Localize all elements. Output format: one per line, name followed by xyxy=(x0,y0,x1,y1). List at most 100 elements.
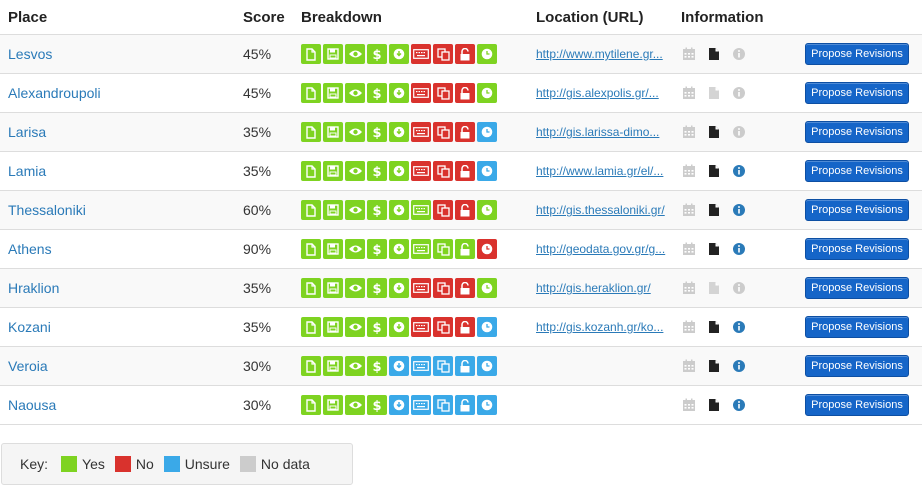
file-badge[interactable] xyxy=(301,395,321,415)
eye-badge[interactable] xyxy=(345,44,365,64)
clock-badge[interactable] xyxy=(477,44,497,64)
save-badge[interactable] xyxy=(323,200,343,220)
copy-badge[interactable] xyxy=(433,278,453,298)
download-badge[interactable] xyxy=(389,161,409,181)
eye-badge[interactable] xyxy=(345,83,365,103)
document-icon[interactable] xyxy=(706,319,722,335)
location-url-link[interactable]: http://www.mytilene.gr... xyxy=(536,47,663,61)
save-badge[interactable] xyxy=(323,122,343,142)
document-icon[interactable] xyxy=(706,241,722,257)
keyboard-badge[interactable] xyxy=(411,239,431,259)
location-url-link[interactable]: http://geodata.gov.gr/g... xyxy=(536,242,666,256)
clock-badge[interactable] xyxy=(477,317,497,337)
location-url-link[interactable]: http://gis.thessaloniki.gr/ xyxy=(536,203,665,217)
clock-badge[interactable] xyxy=(477,161,497,181)
dollar-badge[interactable]: $ xyxy=(367,83,387,103)
dollar-badge[interactable]: $ xyxy=(367,161,387,181)
place-link[interactable]: Alexandroupoli xyxy=(8,85,101,101)
keyboard-badge[interactable] xyxy=(411,278,431,298)
file-badge[interactable] xyxy=(301,239,321,259)
clock-badge[interactable] xyxy=(477,239,497,259)
download-badge[interactable] xyxy=(389,317,409,337)
place-link[interactable]: Naousa xyxy=(8,397,57,413)
clock-badge[interactable] xyxy=(477,83,497,103)
copy-badge[interactable] xyxy=(433,317,453,337)
save-badge[interactable] xyxy=(323,317,343,337)
place-link[interactable]: Kozani xyxy=(8,319,51,335)
unlock-badge[interactable] xyxy=(455,278,475,298)
dollar-badge[interactable]: $ xyxy=(367,122,387,142)
copy-badge[interactable] xyxy=(433,200,453,220)
unlock-badge[interactable] xyxy=(455,161,475,181)
eye-badge[interactable] xyxy=(345,161,365,181)
clock-badge[interactable] xyxy=(477,395,497,415)
keyboard-badge[interactable] xyxy=(411,44,431,64)
dollar-badge[interactable]: $ xyxy=(367,317,387,337)
propose-revisions-button[interactable]: Propose Revisions xyxy=(805,316,909,338)
propose-revisions-button[interactable]: Propose Revisions xyxy=(805,199,909,221)
info-icon[interactable] xyxy=(731,241,747,257)
download-badge[interactable] xyxy=(389,239,409,259)
file-badge[interactable] xyxy=(301,44,321,64)
copy-badge[interactable] xyxy=(433,44,453,64)
file-badge[interactable] xyxy=(301,83,321,103)
eye-badge[interactable] xyxy=(345,317,365,337)
document-icon[interactable] xyxy=(706,397,722,413)
keyboard-badge[interactable] xyxy=(411,200,431,220)
keyboard-badge[interactable] xyxy=(411,356,431,376)
document-icon[interactable] xyxy=(706,202,722,218)
document-icon[interactable] xyxy=(706,46,722,62)
propose-revisions-button[interactable]: Propose Revisions xyxy=(805,355,909,377)
propose-revisions-button[interactable]: Propose Revisions xyxy=(805,43,909,65)
save-badge[interactable] xyxy=(323,395,343,415)
clock-badge[interactable] xyxy=(477,356,497,376)
unlock-badge[interactable] xyxy=(455,239,475,259)
dollar-badge[interactable]: $ xyxy=(367,356,387,376)
place-link[interactable]: Veroia xyxy=(8,358,48,374)
propose-revisions-button[interactable]: Propose Revisions xyxy=(805,82,909,104)
place-link[interactable]: Lesvos xyxy=(8,46,53,62)
dollar-badge[interactable]: $ xyxy=(367,395,387,415)
location-url-link[interactable]: http://gis.larissa-dimo... xyxy=(536,125,660,139)
info-icon[interactable] xyxy=(731,202,747,218)
save-badge[interactable] xyxy=(323,239,343,259)
location-url-link[interactable]: http://www.lamia.gr/el/... xyxy=(536,164,664,178)
file-badge[interactable] xyxy=(301,317,321,337)
location-url-link[interactable]: http://gis.heraklion.gr/ xyxy=(536,281,651,295)
info-icon[interactable] xyxy=(731,358,747,374)
copy-badge[interactable] xyxy=(433,83,453,103)
dollar-badge[interactable]: $ xyxy=(367,278,387,298)
copy-badge[interactable] xyxy=(433,395,453,415)
propose-revisions-button[interactable]: Propose Revisions xyxy=(805,277,909,299)
unlock-badge[interactable] xyxy=(455,83,475,103)
copy-badge[interactable] xyxy=(433,161,453,181)
info-icon[interactable] xyxy=(731,397,747,413)
keyboard-badge[interactable] xyxy=(411,161,431,181)
clock-badge[interactable] xyxy=(477,278,497,298)
save-badge[interactable] xyxy=(323,356,343,376)
copy-badge[interactable] xyxy=(433,122,453,142)
dollar-badge[interactable]: $ xyxy=(367,200,387,220)
save-badge[interactable] xyxy=(323,83,343,103)
location-url-link[interactable]: http://gis.kozanh.gr/ko... xyxy=(536,320,664,334)
download-badge[interactable] xyxy=(389,122,409,142)
location-url-link[interactable]: http://gis.alexpolis.gr/... xyxy=(536,86,659,100)
download-badge[interactable] xyxy=(389,44,409,64)
download-badge[interactable] xyxy=(389,395,409,415)
unlock-badge[interactable] xyxy=(455,200,475,220)
eye-badge[interactable] xyxy=(345,356,365,376)
keyboard-badge[interactable] xyxy=(411,317,431,337)
info-icon[interactable] xyxy=(731,319,747,335)
save-badge[interactable] xyxy=(323,161,343,181)
info-icon[interactable] xyxy=(731,163,747,179)
file-badge[interactable] xyxy=(301,161,321,181)
dollar-badge[interactable]: $ xyxy=(367,44,387,64)
download-badge[interactable] xyxy=(389,83,409,103)
keyboard-badge[interactable] xyxy=(411,83,431,103)
propose-revisions-button[interactable]: Propose Revisions xyxy=(805,160,909,182)
propose-revisions-button[interactable]: Propose Revisions xyxy=(805,121,909,143)
place-link[interactable]: Athens xyxy=(8,241,52,257)
unlock-badge[interactable] xyxy=(455,356,475,376)
keyboard-badge[interactable] xyxy=(411,122,431,142)
place-link[interactable]: Hraklion xyxy=(8,280,60,296)
